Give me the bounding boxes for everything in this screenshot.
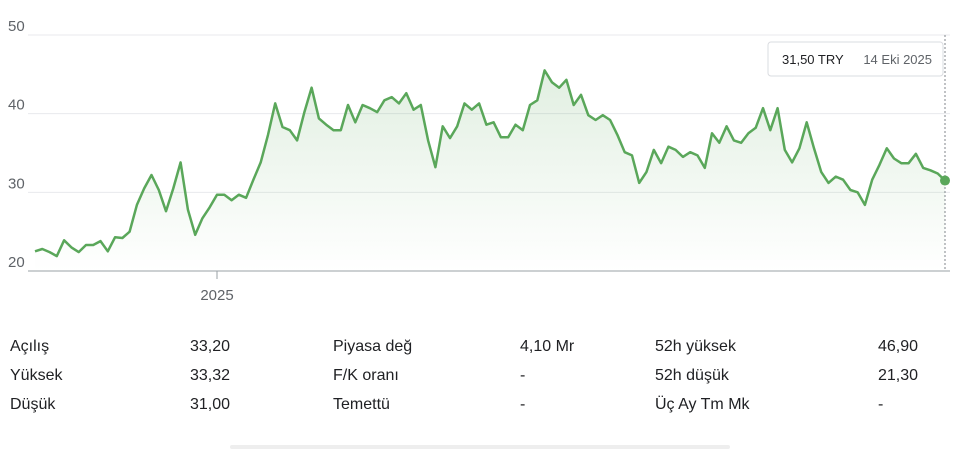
tooltip-price: 31,50 TRY xyxy=(782,52,844,67)
stat-value: 33,20 xyxy=(190,338,231,355)
stat-value: 46,90 xyxy=(878,338,919,355)
tooltip: 31,50 TRY 14 Eki 2025 xyxy=(767,41,944,77)
tooltip-date: 14 Eki 2025 xyxy=(863,52,932,67)
hover-point xyxy=(940,175,950,186)
stat-label: Temettü xyxy=(333,396,390,413)
stat-label: Düşük xyxy=(10,396,56,413)
scroll-hint xyxy=(230,445,730,449)
stat-value: - xyxy=(520,367,526,384)
stat-value: 21,30 xyxy=(878,367,919,384)
stat-value: - xyxy=(520,396,526,413)
price-line xyxy=(34,69,946,258)
stat-label: Yüksek xyxy=(10,367,63,384)
y-tick-label: 30 xyxy=(8,175,25,192)
stat-value: 31,00 xyxy=(190,396,231,413)
y-tick-label: 20 xyxy=(8,254,25,271)
stat-value: 4,10 Mr xyxy=(520,338,575,355)
stat-value: 33,32 xyxy=(190,367,231,384)
stat-label: 52h yüksek xyxy=(655,338,736,355)
area xyxy=(35,70,945,272)
chart: 20 30 40 50 2025 31,50 TRY 14 Eki 2025 xyxy=(8,18,950,304)
y-tick-label: 40 xyxy=(8,97,25,114)
stat-label: Açılış xyxy=(10,338,50,355)
stat-label: F/K oranı xyxy=(333,367,399,384)
stat-value: - xyxy=(878,396,884,413)
x-tick-label: 2025 xyxy=(200,287,233,304)
stat-label: 52h düşük xyxy=(655,367,729,384)
stat-label: Üç Ay Tm Mk xyxy=(655,396,750,413)
y-tick-label: 50 xyxy=(8,18,25,35)
tooltip-box xyxy=(767,41,944,77)
stat-label: Piyasa değ xyxy=(333,338,413,355)
